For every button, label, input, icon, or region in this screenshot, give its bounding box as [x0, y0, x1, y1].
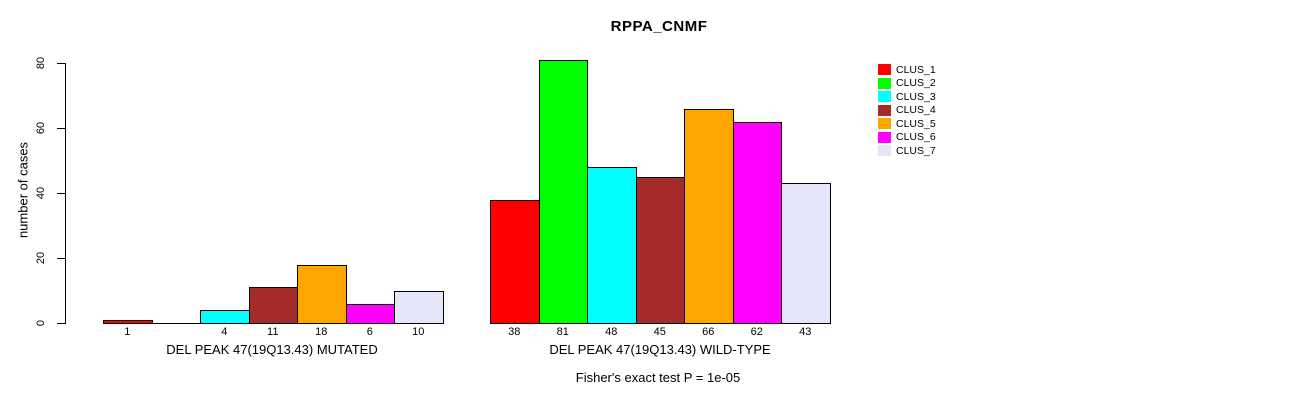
- fisher-test-footnote: Fisher's exact test P = 1e-05: [575, 370, 741, 385]
- bar: [345, 303, 395, 324]
- bar-value-label: 18: [315, 326, 328, 338]
- bar: [103, 319, 153, 324]
- bar: [538, 59, 588, 324]
- legend-swatch-clus_1: [878, 64, 891, 75]
- bar-value-label: 1: [124, 326, 131, 338]
- bar: [684, 108, 734, 324]
- y-axis-tick-label: 0: [35, 319, 47, 327]
- y-axis-tick: [57, 323, 65, 324]
- bar-value-label: 43: [799, 326, 812, 338]
- bar: [297, 264, 347, 324]
- bar-value-label: 66: [702, 326, 715, 338]
- legend-swatch-clus_3: [878, 91, 891, 102]
- legend-item: CLUS_2: [878, 77, 936, 90]
- legend-swatch-clus_2: [878, 77, 891, 89]
- chart-title: RPPA_CNMF: [610, 18, 708, 35]
- legend-label: CLUS_1: [896, 63, 936, 76]
- bar-zero-height: [151, 323, 201, 324]
- bar: [732, 121, 782, 324]
- bar-value-label: 11: [267, 326, 279, 338]
- legend-swatch-clus_4: [878, 104, 891, 116]
- legend-item: CLUS_7: [878, 144, 936, 157]
- x-group-label-wild-type: DEL PEAK 47(19Q13.43) WILD-TYPE: [549, 342, 771, 357]
- y-axis-tick-label: 40: [35, 186, 47, 200]
- bar-value-label: 45: [653, 326, 666, 338]
- y-axis-tick-label: 20: [35, 251, 47, 265]
- bar-value-label: 10: [412, 326, 425, 338]
- bar: [635, 176, 685, 324]
- y-axis-tick: [57, 63, 65, 64]
- bar: [781, 183, 831, 324]
- bar-value-label: 81: [556, 326, 569, 338]
- y-axis-tick-label: 60: [35, 121, 47, 135]
- bar: [587, 167, 637, 324]
- legend-swatch-clus_5: [878, 118, 891, 129]
- legend-label: CLUS_4: [896, 104, 936, 116]
- y-axis-line: [65, 63, 66, 324]
- bar-value-label: 62: [750, 326, 763, 338]
- bar-value-label: 48: [605, 326, 618, 338]
- bar-value-label: 38: [508, 326, 521, 338]
- bar-value-label: 4: [221, 326, 228, 338]
- y-axis-tick: [57, 258, 65, 259]
- y-axis-tick-label: 80: [35, 56, 47, 70]
- bar: [248, 287, 298, 324]
- legend-item: CLUS_3: [878, 90, 936, 103]
- legend-label: CLUS_5: [896, 117, 936, 130]
- legend-label: CLUS_6: [896, 131, 936, 143]
- legend-label: CLUS_7: [896, 144, 936, 157]
- legend-item: CLUS_1: [878, 63, 936, 76]
- legend-label: CLUS_3: [896, 90, 936, 103]
- legend-item: CLUS_5: [878, 117, 936, 130]
- bar: [394, 290, 444, 324]
- y-axis-tick: [57, 193, 65, 194]
- y-axis-tick: [57, 128, 65, 129]
- bar: [490, 199, 540, 324]
- legend-swatch-clus_6: [878, 131, 891, 143]
- x-group-label-mutated: DEL PEAK 47(19Q13.43) MUTATED: [166, 342, 378, 357]
- legend-item: CLUS_6: [878, 131, 936, 144]
- y-axis-label: number of cases: [15, 141, 31, 239]
- legend-swatch-clus_7: [878, 145, 891, 156]
- legend-label: CLUS_2: [896, 77, 936, 89]
- bar-value-label: 6: [366, 326, 373, 338]
- bar: [200, 310, 250, 324]
- legend-item: CLUS_4: [878, 104, 936, 117]
